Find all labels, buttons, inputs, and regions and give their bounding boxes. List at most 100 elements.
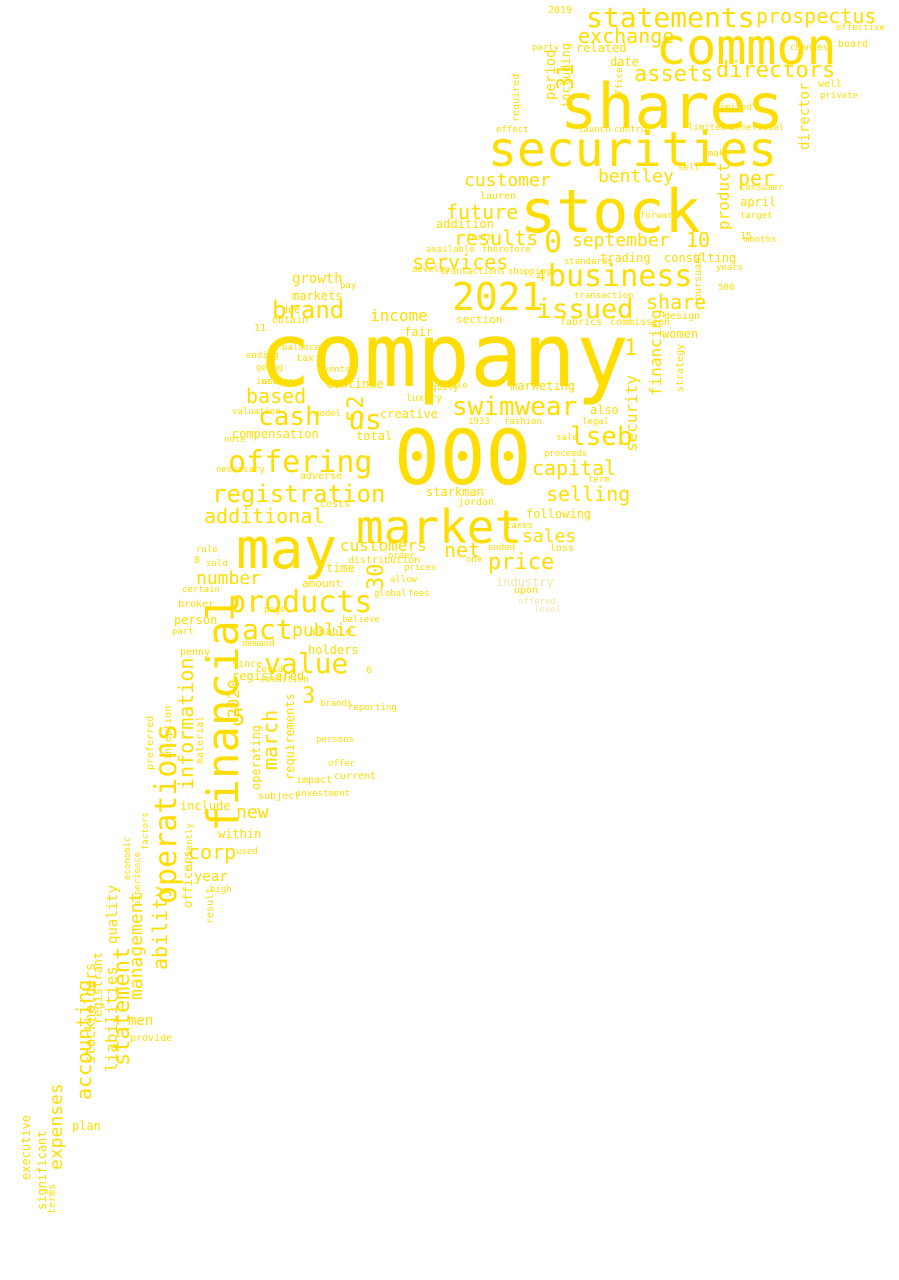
word: control <box>614 125 652 135</box>
word: total <box>356 429 393 443</box>
word: also <box>590 403 619 417</box>
word: year <box>194 869 228 885</box>
word: effect <box>496 125 529 135</box>
word: party <box>532 43 560 53</box>
word: continue <box>326 377 384 391</box>
word: high <box>210 885 232 895</box>
word: officer <box>615 62 625 100</box>
word: investment <box>296 789 351 799</box>
word: 6 <box>366 665 373 676</box>
word: marketing <box>510 379 576 393</box>
word: term <box>588 475 610 485</box>
word: selling <box>546 482 631 506</box>
word: registrant <box>91 951 105 1024</box>
word: costs <box>320 499 351 510</box>
word: increase <box>256 377 300 387</box>
word: effective <box>836 23 885 33</box>
word: plan <box>72 1119 101 1133</box>
word: model <box>314 409 342 419</box>
word: taxes <box>506 521 534 531</box>
word: price <box>488 550 555 575</box>
word: customers <box>340 536 427 555</box>
word: men <box>128 1013 154 1029</box>
word: operating <box>249 724 263 790</box>
word: assets <box>634 62 714 87</box>
word: note <box>224 435 246 445</box>
word: offer <box>328 759 356 769</box>
word: statements <box>586 1 755 34</box>
word: balance <box>282 343 320 353</box>
word: ending <box>246 351 279 361</box>
word: reporting <box>348 703 397 713</box>
word: 2021 <box>452 275 544 319</box>
word: may <box>236 517 338 582</box>
word: security <box>622 374 641 452</box>
word: time <box>326 561 355 575</box>
word: design <box>664 311 701 322</box>
word: registration <box>212 480 386 508</box>
word: sold <box>206 559 228 569</box>
word: jordan <box>458 497 495 508</box>
word: products <box>228 585 373 620</box>
word: customer <box>464 170 551 191</box>
word: director <box>797 82 813 150</box>
word: fees <box>408 589 430 599</box>
word: limited <box>688 123 726 133</box>
word: fabrics <box>560 317 603 328</box>
word: registered <box>232 669 305 683</box>
word: required <box>511 73 522 122</box>
word: value <box>264 647 349 680</box>
word: legal <box>582 417 610 427</box>
word: share <box>646 290 707 314</box>
word: requirements <box>283 693 297 780</box>
word: months <box>744 235 777 245</box>
word: broker <box>178 599 215 610</box>
word: capital <box>532 456 617 480</box>
word: corp <box>188 840 237 864</box>
word: 8 <box>194 555 201 566</box>
word: used <box>236 847 258 857</box>
word: 15 <box>740 231 753 242</box>
word: experience <box>133 851 143 906</box>
word: common <box>656 18 837 76</box>
word: covid <box>256 665 284 675</box>
word: 11 <box>254 323 267 334</box>
word: make <box>708 149 730 159</box>
word: economic <box>123 836 133 880</box>
word: 3 <box>302 684 316 709</box>
word: act <box>242 613 293 646</box>
word: additional <box>204 504 325 528</box>
word: standards <box>564 257 613 267</box>
word: business <box>548 259 693 294</box>
word: offering <box>228 445 373 480</box>
word: beneficial <box>730 123 785 133</box>
word: compensation <box>232 427 319 441</box>
word: commission <box>610 317 671 328</box>
word: well <box>818 79 843 90</box>
word: 10 <box>686 228 711 252</box>
word: transaction <box>574 291 634 301</box>
word: ability <box>148 885 172 970</box>
word: lauren <box>480 191 517 202</box>
word: necessary <box>216 465 265 475</box>
word: us <box>348 403 382 436</box>
word: terms <box>47 1183 58 1214</box>
word: liabilities <box>102 966 121 1072</box>
word: private <box>820 91 858 101</box>
word: april <box>740 195 777 209</box>
word: valuation <box>232 407 281 417</box>
word: obtain <box>272 315 309 326</box>
word: condition <box>260 675 309 685</box>
word: develop <box>412 265 450 275</box>
word: luxury <box>406 393 443 404</box>
word: available <box>426 245 475 255</box>
word: 4 <box>536 266 546 285</box>
word: holders <box>308 643 359 657</box>
word: adverse <box>300 471 343 482</box>
word: consulting <box>664 251 737 265</box>
word: management <box>126 891 147 1000</box>
word: brand <box>272 296 345 324</box>
word: page <box>264 605 286 615</box>
word: preferred <box>145 715 156 770</box>
word: directors <box>716 58 836 83</box>
